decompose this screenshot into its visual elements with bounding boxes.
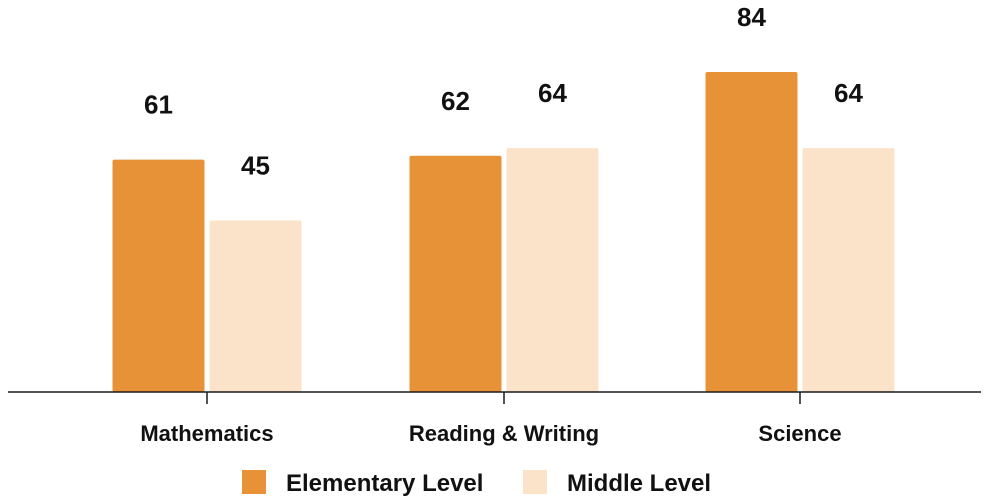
value-label-mathematics-elementary-level: 61 [144, 90, 173, 120]
value-label-reading-writing-elementary-level: 62 [441, 86, 470, 116]
category-label-mathematics: Mathematics [140, 421, 273, 446]
legend: Elementary Level Middle Level [242, 470, 711, 497]
bar-reading-writing-elementary-level [409, 155, 502, 392]
value-label-science-middle-level: 64 [834, 78, 863, 108]
bar-mathematics-elementary-level [112, 159, 205, 392]
category-label-science: Science [758, 421, 841, 446]
category-labels-group: Mathematics Reading & Writing Science [140, 421, 841, 446]
bar-reading-writing-middle-level [506, 148, 599, 392]
value-labels-group: 61 45 62 64 84 64 [144, 2, 863, 181]
bars-group [112, 71, 895, 393]
legend-label-middle-level: Middle Level [567, 470, 711, 496]
value-label-science-elementary-level: 84 [737, 2, 766, 32]
bar-mathematics-middle-level [209, 220, 302, 392]
legend-swatch-elementary-level [242, 470, 266, 494]
category-label-reading-writing: Reading & Writing [409, 421, 599, 446]
value-label-mathematics-middle-level: 45 [241, 151, 270, 181]
bar-science-middle-level [802, 148, 895, 392]
value-label-reading-writing-middle-level: 64 [538, 78, 567, 108]
bar-science-elementary-level [705, 71, 798, 393]
legend-swatch-middle-level [523, 470, 547, 494]
legend-label-elementary-level: Elementary Level [286, 470, 483, 496]
x-axis-ticks [206, 392, 801, 404]
